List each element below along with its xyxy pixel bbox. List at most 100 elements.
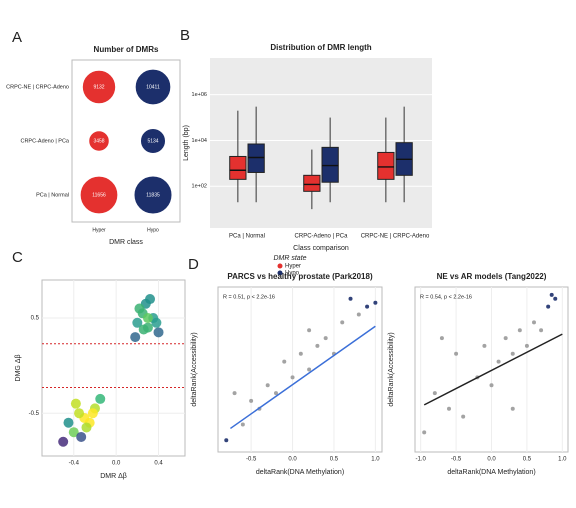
point [549,292,554,297]
point [81,422,92,433]
plot-frame [71,59,181,223]
point [532,320,536,325]
point [265,383,270,388]
point [340,320,345,325]
bubble [133,175,173,215]
point [145,294,156,305]
point [153,327,164,338]
point [130,332,141,343]
point [489,383,494,388]
bubble-label: 11656 [92,192,106,198]
y-axis-label: Length (bp) [183,125,190,161]
y-tick-label: -0.5 [29,411,40,417]
point [315,343,320,348]
point [524,343,529,348]
point [307,367,312,372]
x-tick-label: 0.4 [154,461,163,467]
point [134,303,145,314]
legend-label: Hyper [285,264,301,270]
point [422,430,427,435]
point [249,398,254,403]
point [356,312,361,317]
point [461,414,466,419]
bubble [139,127,167,155]
point [58,436,69,447]
x-tick-label: Hypo [147,227,159,233]
point [517,328,522,333]
y-axis-label: deltaRank(Accessibility) [191,332,198,406]
point [282,359,287,364]
x-tick-label: -0.4 [69,461,80,467]
plot-frame [41,279,186,457]
box [247,143,265,173]
point [142,313,153,324]
chart-title: NE vs AR models (Tang2022) [437,272,547,281]
x-tick-label: 0.5 [523,457,532,463]
point [503,336,508,341]
fit-line [229,325,376,430]
point [348,296,353,301]
box [303,174,321,192]
fit-line [423,333,563,406]
y-tick-label: CRPC-NE | CRPC-Adeno [6,84,69,90]
x-tick-label: 1.0 [371,457,380,463]
point [74,408,85,419]
point [510,351,515,356]
point [454,351,459,356]
x-axis-label: deltaRank(DNA Methylation) [256,469,344,476]
point [553,296,558,301]
x-tick-label: CRPC-NE | CRPC-Adeno [361,234,430,240]
panel-letter: D [188,256,199,273]
x-tick-label: 0.5 [330,457,339,463]
bubble-label: 10411 [146,84,160,90]
plot-background [210,58,432,228]
bubble-label: 9132 [93,84,104,90]
box [321,146,339,183]
x-tick-label: -0.5 [451,457,462,463]
bubble [134,68,172,106]
x-tick-label: CRPC-Adeno | PCa [295,234,349,240]
point [323,336,328,341]
point [240,422,245,427]
point [273,391,278,396]
x-tick-label: Hyper [92,227,106,233]
chart-title: Distribution of DMR length [270,43,371,52]
point [68,427,79,438]
annotation: R = 0.54, p < 2.2e-16 [420,294,472,300]
y-tick-label: 1e+06 [192,92,207,98]
bubble [81,69,117,105]
point [482,343,487,348]
bubble [88,130,110,152]
chart-title: Number of DMRs [94,45,159,54]
x-axis-label: DMR Δβ [100,473,127,480]
x-tick-label: 0.0 [112,461,121,467]
x-axis-label: DMR class [109,239,143,246]
bubble-label: 11835 [146,192,160,198]
legend-swatch [277,270,283,276]
y-tick-label: 1e+02 [192,184,207,190]
x-tick-label: 0.0 [487,457,496,463]
x-tick-label: 1.0 [558,457,567,463]
point [76,431,87,442]
point [496,359,501,364]
point [539,328,544,333]
point [70,398,81,409]
legend-swatch [277,263,283,269]
panel-letter: C [12,249,23,266]
point [546,304,551,309]
annotation: R = 0.51, p < 2.2e-16 [223,294,275,300]
legend-title: DMR state [273,255,306,262]
point [365,304,370,309]
x-axis-label: deltaRank(DNA Methylation) [447,469,535,476]
x-axis-label: Class comparison [293,245,349,252]
point [447,406,451,411]
chart-title: PARCS vs healthy prostate (Park2018) [227,272,373,281]
panel-letter: A [12,29,22,46]
point [510,406,515,411]
legend-label: Hypo [285,271,300,277]
point [439,336,444,341]
point [151,317,162,328]
plot-frame [217,286,383,453]
panel-letter: B [180,27,190,44]
